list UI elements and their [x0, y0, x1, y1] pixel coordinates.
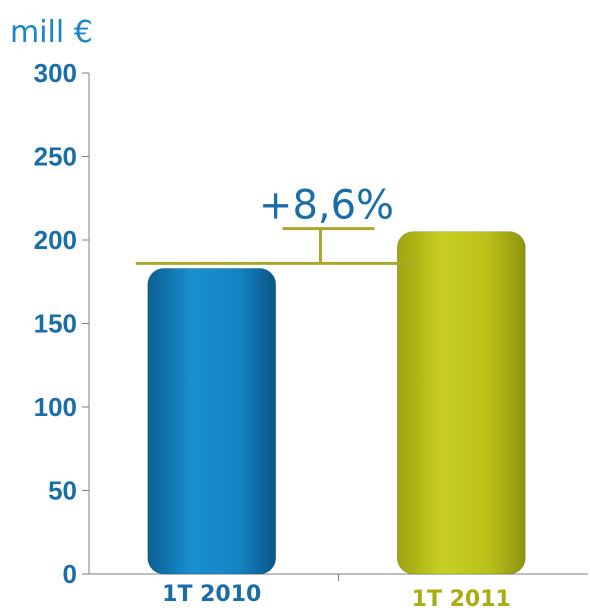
x-tick-label: 1T 2011 — [412, 587, 511, 612]
bars — [147, 231, 526, 575]
bar-1t-2011 — [396, 231, 526, 575]
y-tick-label: 200 — [34, 225, 77, 255]
y-tick-label: 150 — [34, 309, 77, 339]
x-tick-label: 1T 2010 — [162, 582, 261, 607]
y-tick-label: 0 — [63, 559, 77, 589]
y-tick-label: 50 — [48, 476, 77, 506]
x-axis-ticks: 1T 2010 1T 2011 — [162, 574, 511, 612]
growth-annotation: +8,6% — [135, 183, 414, 265]
y-axis-ticks: 0 50 100 150 200 250 300 — [34, 58, 89, 589]
y-tick-label: 100 — [34, 392, 77, 422]
unit-label: mill € — [10, 15, 93, 50]
y-tick-label: 250 — [34, 142, 77, 172]
growth-percentage-label: +8,6% — [259, 183, 394, 229]
bar-1t-2010 — [147, 267, 277, 575]
y-tick-label: 300 — [34, 58, 77, 88]
